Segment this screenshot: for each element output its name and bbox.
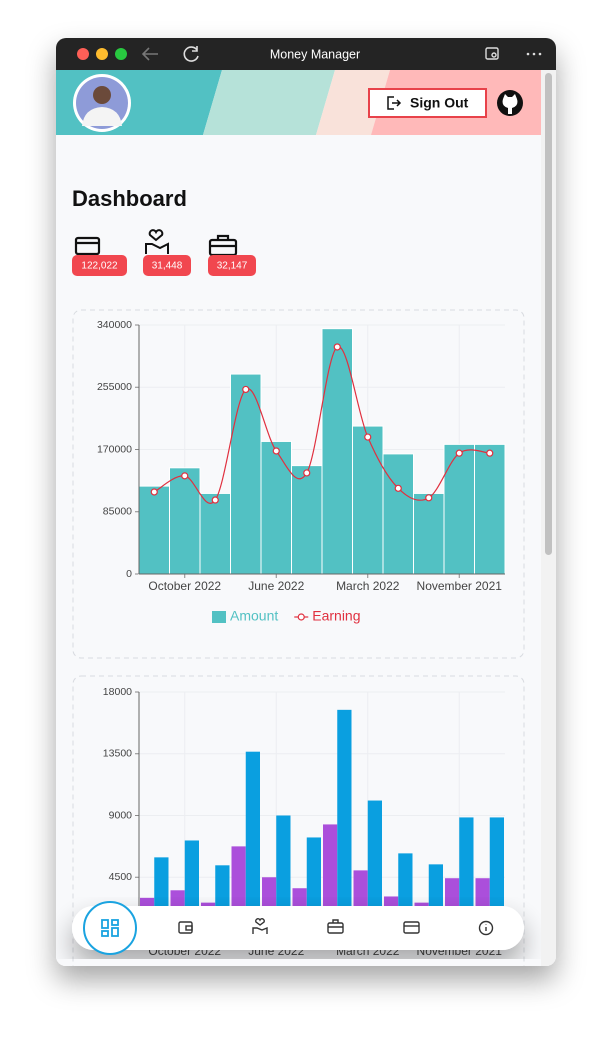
x-tick-label: October 2022 bbox=[148, 579, 221, 593]
stat-value: 31,448 bbox=[152, 261, 183, 272]
line-point bbox=[242, 385, 250, 394]
x-tick-label: November 2021 bbox=[417, 579, 503, 593]
bar bbox=[291, 465, 323, 575]
bar bbox=[382, 453, 414, 575]
y-tick-label: 255000 bbox=[97, 381, 132, 393]
y-tick-label: 13500 bbox=[103, 748, 132, 760]
bar bbox=[230, 373, 262, 575]
cast-button[interactable] bbox=[485, 47, 499, 60]
line-point bbox=[394, 484, 402, 492]
minimize-button[interactable] bbox=[96, 48, 108, 60]
legend-label: Amount bbox=[230, 608, 278, 624]
sign-out-label: Sign Out bbox=[410, 95, 469, 111]
line-point bbox=[364, 433, 372, 441]
y-tick-label: 340000 bbox=[97, 319, 132, 331]
stat-badge bbox=[143, 255, 191, 276]
y-tick-label: 18000 bbox=[103, 686, 132, 698]
chart-card bbox=[72, 309, 525, 659]
line-point bbox=[486, 449, 494, 457]
card-icon bbox=[74, 236, 101, 256]
line-point bbox=[425, 494, 433, 502]
stat-value: 32,147 bbox=[217, 261, 248, 272]
y-tick-label: 0 bbox=[126, 568, 132, 580]
nav-wallet[interactable] bbox=[178, 921, 193, 934]
y-tick-label: 4500 bbox=[109, 871, 133, 883]
back-button[interactable] bbox=[141, 47, 158, 61]
bar bbox=[337, 709, 352, 939]
stat-badge bbox=[72, 255, 127, 276]
bottom-nav bbox=[72, 901, 524, 955]
github-link[interactable] bbox=[497, 90, 523, 116]
nav-earning[interactable] bbox=[252, 918, 268, 934]
title-bar bbox=[56, 38, 556, 70]
legend-swatch bbox=[212, 611, 226, 623]
nav-cards[interactable] bbox=[403, 921, 420, 934]
line-point bbox=[333, 343, 341, 351]
line-point bbox=[181, 472, 189, 480]
x-tick-label: March 2022 bbox=[336, 579, 400, 593]
line-point bbox=[211, 496, 219, 504]
bar bbox=[352, 425, 384, 575]
header-band bbox=[316, 70, 390, 135]
y-tick-label: 9000 bbox=[109, 809, 133, 821]
line-point bbox=[303, 469, 311, 477]
window-body: Money Manager Sign Out Dashboard bbox=[56, 38, 556, 966]
y-tick-label: 170000 bbox=[97, 443, 132, 455]
avatar[interactable] bbox=[73, 74, 131, 132]
scrollbar-thumb[interactable] bbox=[545, 73, 552, 555]
header-band bbox=[203, 70, 335, 135]
more-button[interactable] bbox=[526, 52, 542, 56]
close-button[interactable] bbox=[77, 48, 89, 60]
bar bbox=[443, 443, 475, 575]
bar bbox=[367, 800, 382, 939]
nav-briefcase[interactable] bbox=[327, 919, 344, 934]
window-title: Money Manager bbox=[270, 47, 360, 61]
bar bbox=[245, 751, 260, 939]
bar bbox=[260, 440, 292, 575]
amount-chart: 0 85000 170000 255000 340000 October 2022 June… bbox=[97, 319, 506, 624]
earning-icon bbox=[145, 229, 169, 254]
legend-label: Earning bbox=[312, 608, 360, 624]
bar bbox=[199, 492, 231, 575]
legend-marker bbox=[297, 613, 305, 621]
x-tick-label: June 2022 bbox=[248, 579, 304, 593]
bar bbox=[413, 492, 445, 575]
chart-card bbox=[72, 675, 525, 966]
reload-button[interactable] bbox=[183, 46, 199, 62]
app: Sign Out Dashboard 122,022 31,448 32,147… bbox=[56, 70, 541, 966]
nav-dashboard[interactable] bbox=[83, 901, 137, 955]
line-point bbox=[455, 449, 463, 457]
y-tick-label: 85000 bbox=[103, 506, 132, 518]
bar bbox=[474, 443, 506, 575]
zoom-button[interactable] bbox=[115, 48, 127, 60]
bar bbox=[169, 467, 201, 575]
sign-out-icon bbox=[387, 96, 402, 110]
bar bbox=[138, 485, 170, 575]
nav-info[interactable] bbox=[478, 920, 494, 936]
stat-value: 122,022 bbox=[81, 261, 118, 272]
line-point bbox=[272, 447, 280, 455]
page-title: Dashboard bbox=[72, 186, 187, 211]
line-point bbox=[150, 488, 158, 496]
stat-badge bbox=[208, 255, 256, 276]
